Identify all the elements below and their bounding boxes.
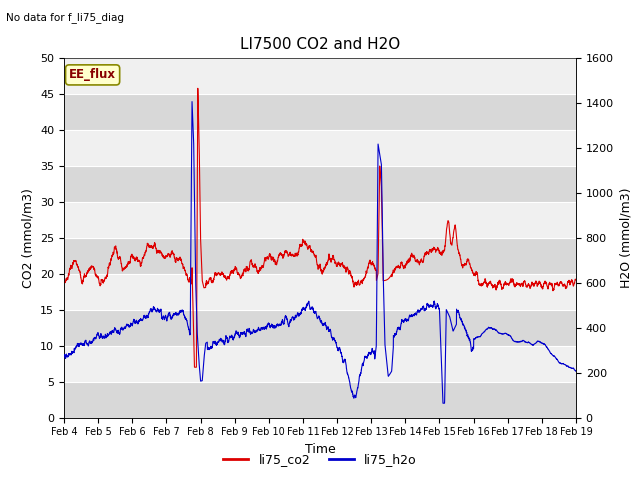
Bar: [64, 58, 576, 94]
Text: No data for f_li75_diag: No data for f_li75_diag: [6, 12, 124, 23]
Legend: li75_co2, li75_h2o: li75_co2, li75_h2o: [218, 448, 422, 471]
Bar: [64, 346, 576, 382]
Bar: [64, 274, 576, 310]
Bar: [64, 382, 576, 418]
Text: EE_flux: EE_flux: [69, 68, 116, 82]
X-axis label: Time: Time: [305, 443, 335, 456]
Bar: [64, 130, 576, 166]
Bar: [64, 202, 576, 238]
Y-axis label: CO2 (mmol/m3): CO2 (mmol/m3): [22, 188, 35, 288]
Bar: [64, 166, 576, 202]
Title: LI7500 CO2 and H2O: LI7500 CO2 and H2O: [240, 37, 400, 52]
Bar: [64, 238, 576, 274]
Bar: [64, 310, 576, 346]
Y-axis label: H2O (mmol/m3): H2O (mmol/m3): [620, 187, 632, 288]
Bar: [64, 94, 576, 130]
